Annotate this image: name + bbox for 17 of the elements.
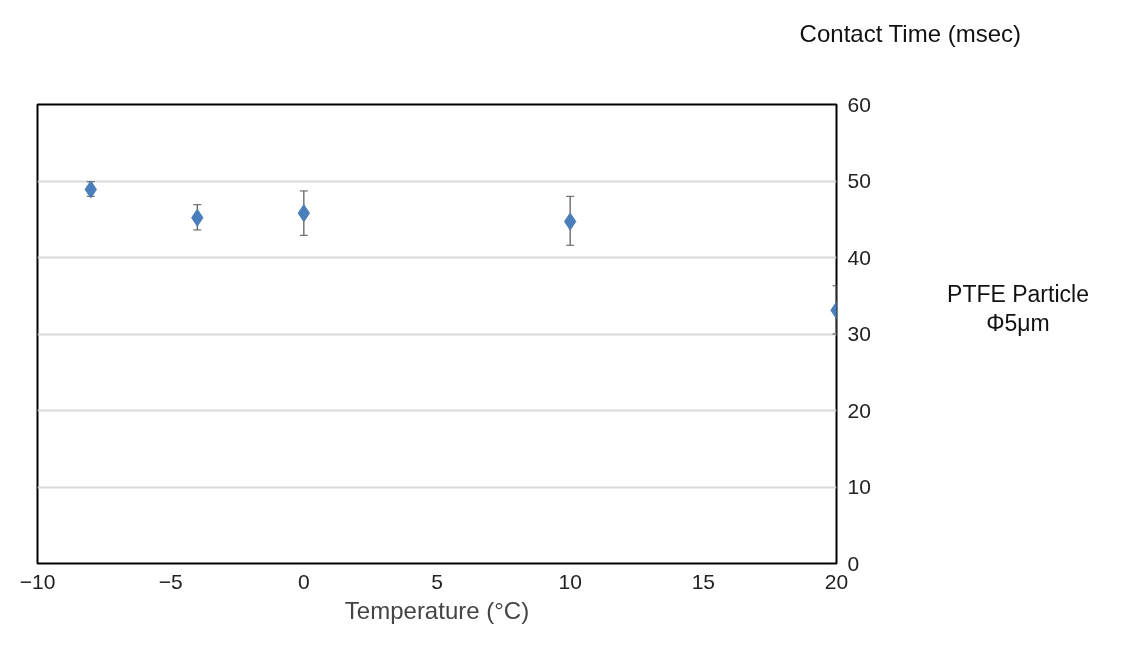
y-tick-label: 60 — [847, 92, 871, 116]
y-tick-label: 30 — [847, 322, 871, 345]
x-tick-label: 0 — [297, 569, 310, 593]
x-axis-title: Temperature (°C) — [344, 596, 530, 624]
y-tick-label: 10 — [847, 475, 871, 498]
text: PTFE Particle Φ5μm — [947, 280, 1089, 338]
x-tick-label: 15 — [691, 569, 716, 593]
x-tick-label: 20 — [824, 569, 849, 593]
y-tick-label: 40 — [847, 245, 871, 269]
x-tick-label: 5 — [431, 569, 443, 593]
y-tick-label: 50 — [847, 169, 871, 192]
x-tick-label: −10 — [19, 569, 56, 593]
y-tick-label: 0 — [847, 551, 860, 575]
x-tick-label: 10 — [558, 569, 582, 593]
y-tick-label: 20 — [847, 398, 871, 422]
y-axis-title: Contact Time (msec) — [799, 19, 1021, 49]
x-tick-label: −5 — [158, 569, 183, 593]
